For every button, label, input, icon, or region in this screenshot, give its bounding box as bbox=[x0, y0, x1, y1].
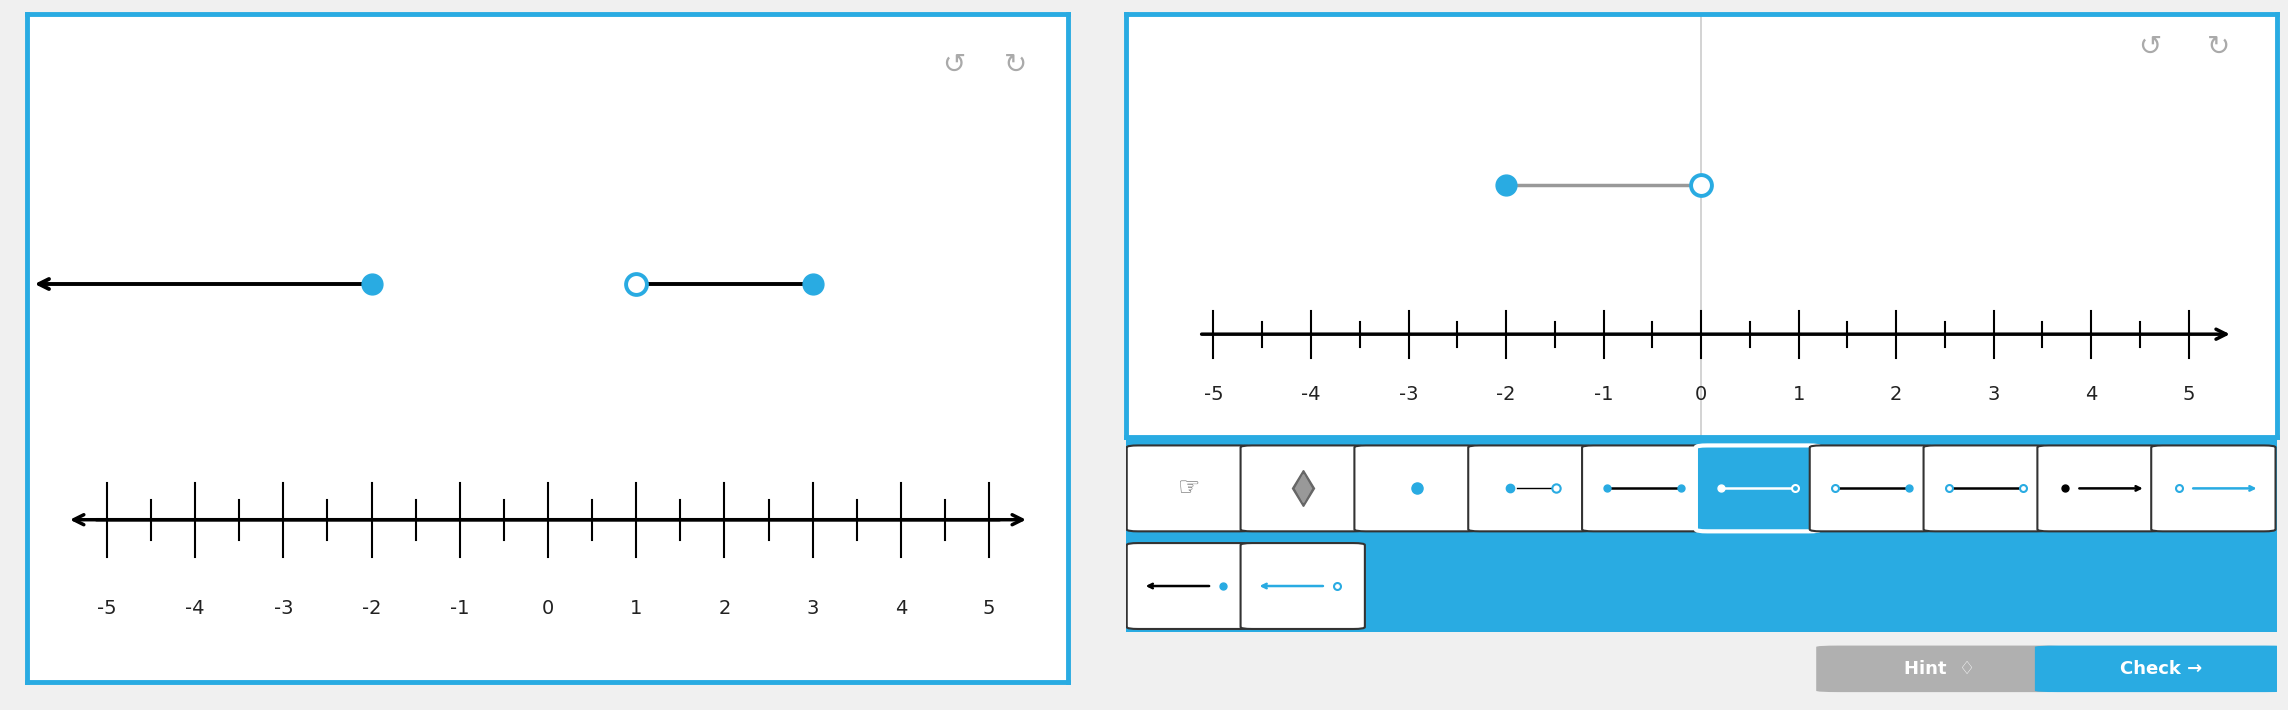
Text: -1: -1 bbox=[1595, 385, 1613, 403]
Text: Hint  ♢: Hint ♢ bbox=[1904, 660, 1975, 678]
Text: -2: -2 bbox=[362, 599, 382, 618]
Text: 4: 4 bbox=[895, 599, 906, 618]
FancyBboxPatch shape bbox=[1469, 445, 1592, 531]
Text: -3: -3 bbox=[1398, 385, 1419, 403]
Text: 4: 4 bbox=[2084, 385, 2098, 403]
FancyBboxPatch shape bbox=[1126, 445, 1252, 531]
Text: ↻: ↻ bbox=[2206, 33, 2231, 60]
Text: 2: 2 bbox=[718, 599, 730, 618]
Text: 3: 3 bbox=[1988, 385, 2000, 403]
FancyBboxPatch shape bbox=[1354, 445, 1478, 531]
Text: -2: -2 bbox=[1496, 385, 1517, 403]
Text: -4: -4 bbox=[1302, 385, 1320, 403]
Text: -4: -4 bbox=[185, 599, 206, 618]
Text: -5: -5 bbox=[96, 599, 117, 618]
Text: 0: 0 bbox=[542, 599, 554, 618]
FancyBboxPatch shape bbox=[2036, 445, 2162, 531]
FancyBboxPatch shape bbox=[1126, 543, 1252, 629]
FancyBboxPatch shape bbox=[1695, 445, 1821, 531]
Text: 3: 3 bbox=[805, 599, 819, 618]
Text: -3: -3 bbox=[275, 599, 293, 618]
FancyBboxPatch shape bbox=[1240, 445, 1366, 531]
FancyBboxPatch shape bbox=[1581, 445, 1707, 531]
FancyBboxPatch shape bbox=[2151, 445, 2277, 531]
Text: ↻: ↻ bbox=[1004, 51, 1027, 80]
FancyBboxPatch shape bbox=[2034, 645, 2288, 692]
Text: -1: -1 bbox=[451, 599, 469, 618]
Text: 1: 1 bbox=[1792, 385, 1805, 403]
Text: 5: 5 bbox=[2183, 385, 2194, 403]
Text: 1: 1 bbox=[629, 599, 643, 618]
FancyBboxPatch shape bbox=[1240, 543, 1366, 629]
Text: 5: 5 bbox=[984, 599, 995, 618]
Text: ↺: ↺ bbox=[2139, 33, 2162, 60]
Text: ↺: ↺ bbox=[943, 51, 966, 80]
FancyBboxPatch shape bbox=[1924, 445, 2048, 531]
Text: 2: 2 bbox=[1890, 385, 1901, 403]
Text: -5: -5 bbox=[1203, 385, 1224, 403]
FancyBboxPatch shape bbox=[1817, 645, 2064, 692]
Text: 0: 0 bbox=[1695, 385, 1707, 403]
FancyBboxPatch shape bbox=[1810, 445, 1933, 531]
Text: Check →: Check → bbox=[2121, 660, 2203, 678]
Text: ☞: ☞ bbox=[1178, 476, 1201, 501]
